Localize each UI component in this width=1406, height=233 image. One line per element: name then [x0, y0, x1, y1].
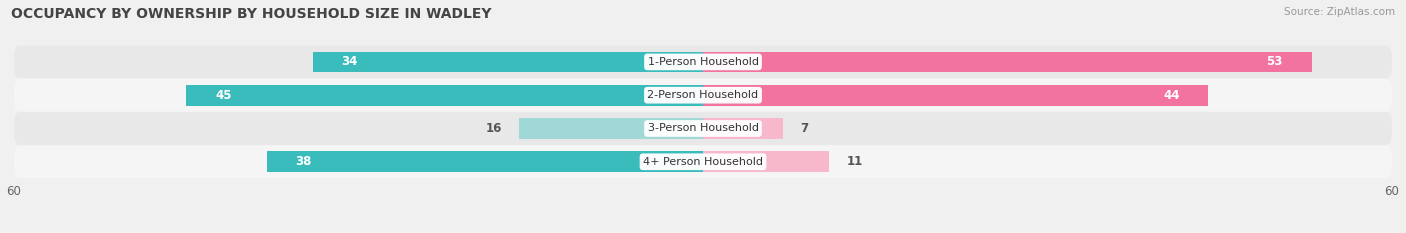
FancyBboxPatch shape	[14, 79, 1392, 112]
Text: 4+ Person Household: 4+ Person Household	[643, 157, 763, 167]
Bar	[703, 85, 1208, 106]
Text: 34: 34	[342, 55, 357, 69]
Text: 1-Person Household: 1-Person Household	[648, 57, 758, 67]
FancyBboxPatch shape	[14, 112, 1392, 145]
Text: 2-Person Household: 2-Person Household	[647, 90, 759, 100]
Text: 45: 45	[215, 89, 232, 102]
Text: 38: 38	[295, 155, 312, 168]
Text: 53: 53	[1267, 55, 1282, 69]
Bar	[267, 151, 703, 172]
FancyBboxPatch shape	[14, 46, 1392, 78]
Text: Source: ZipAtlas.com: Source: ZipAtlas.com	[1284, 7, 1395, 17]
Text: OCCUPANCY BY OWNERSHIP BY HOUSEHOLD SIZE IN WADLEY: OCCUPANCY BY OWNERSHIP BY HOUSEHOLD SIZE…	[11, 7, 492, 21]
Text: 44: 44	[1163, 89, 1180, 102]
Text: 7: 7	[800, 122, 808, 135]
FancyBboxPatch shape	[14, 145, 1392, 178]
Bar	[312, 51, 703, 72]
Legend: Owner-occupied, Renter-occupied: Owner-occupied, Renter-occupied	[578, 230, 828, 233]
Text: 16: 16	[485, 122, 502, 135]
Bar	[186, 85, 703, 106]
Bar	[703, 51, 1312, 72]
Text: 11: 11	[846, 155, 863, 168]
Text: 3-Person Household: 3-Person Household	[648, 123, 758, 134]
Bar	[519, 118, 703, 139]
Bar	[703, 118, 783, 139]
Bar	[703, 151, 830, 172]
